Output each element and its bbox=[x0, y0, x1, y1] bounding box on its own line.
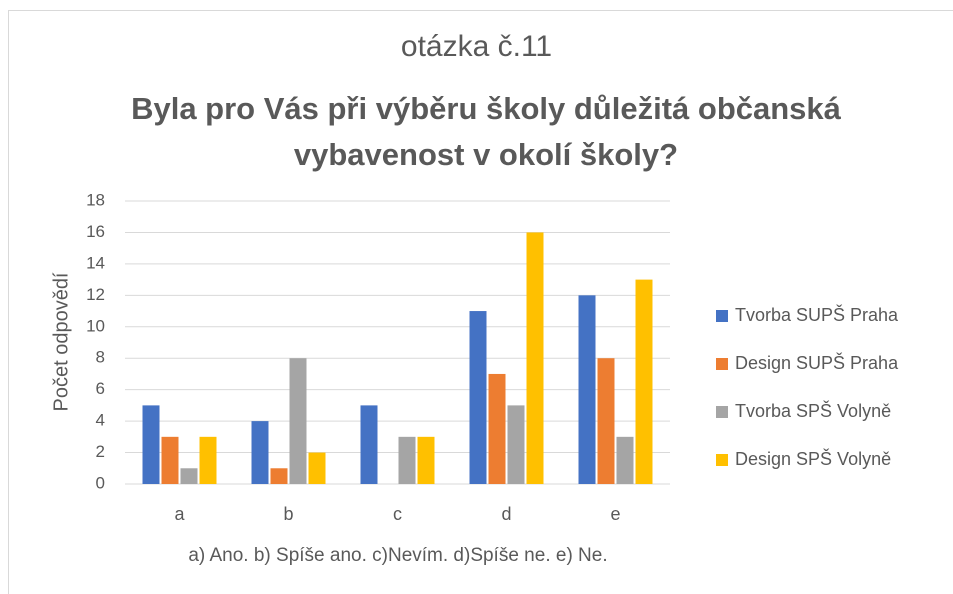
y-tick-label: 4 bbox=[96, 411, 105, 430]
bar bbox=[578, 295, 596, 484]
legend-label: Design SPŠ Volyně bbox=[735, 448, 891, 469]
bar bbox=[469, 311, 487, 484]
y-tick-label: 0 bbox=[96, 473, 105, 492]
x-axis-label: a) Ano. b) Spíše ano. c)Nevím. d)Spíše n… bbox=[188, 545, 607, 566]
bar bbox=[507, 405, 525, 484]
legend-swatch bbox=[716, 454, 728, 466]
x-tick-label: b bbox=[283, 504, 293, 524]
x-tick-label: a bbox=[174, 504, 185, 524]
chart-border bbox=[8, 10, 953, 594]
bar bbox=[199, 436, 217, 484]
y-tick-label: 2 bbox=[96, 442, 105, 461]
x-tick-label: c bbox=[393, 504, 402, 524]
bar bbox=[251, 421, 269, 484]
y-tick-label: 18 bbox=[86, 190, 105, 209]
bar bbox=[180, 468, 198, 484]
bar bbox=[270, 468, 288, 484]
legend-swatch bbox=[716, 310, 728, 322]
bar bbox=[488, 373, 506, 484]
bar bbox=[360, 405, 378, 484]
legend-swatch bbox=[716, 358, 728, 370]
legend-label: Tvorba SUPŠ Praha bbox=[735, 304, 899, 325]
chart-title: otázka č.11 bbox=[400, 30, 553, 63]
bar bbox=[597, 358, 615, 484]
legend-swatch bbox=[716, 406, 728, 418]
legend-label: Tvorba SPŠ Volyně bbox=[735, 400, 891, 421]
y-tick-label: 6 bbox=[96, 379, 105, 398]
bar bbox=[398, 436, 416, 484]
x-tick-label: e bbox=[610, 504, 620, 524]
bar bbox=[289, 358, 307, 484]
bar bbox=[161, 436, 179, 484]
bar bbox=[616, 436, 634, 484]
legend-label: Design SUPŠ Praha bbox=[735, 352, 899, 373]
y-tick-label: 8 bbox=[96, 348, 105, 367]
bar bbox=[417, 436, 435, 484]
bar bbox=[635, 279, 653, 484]
bar bbox=[526, 232, 544, 484]
bar bbox=[142, 405, 160, 484]
chart-subtitle: Byla pro Vás při výběru školy důležitá o… bbox=[131, 91, 841, 172]
y-tick-label: 10 bbox=[86, 316, 105, 335]
bar bbox=[308, 452, 326, 484]
y-tick-label: 12 bbox=[86, 285, 105, 304]
y-tick-label: 16 bbox=[86, 222, 105, 241]
y-axis-label: Počet odpovědí bbox=[50, 272, 72, 411]
y-tick-label: 14 bbox=[86, 253, 105, 272]
x-tick-label: d bbox=[501, 504, 511, 524]
